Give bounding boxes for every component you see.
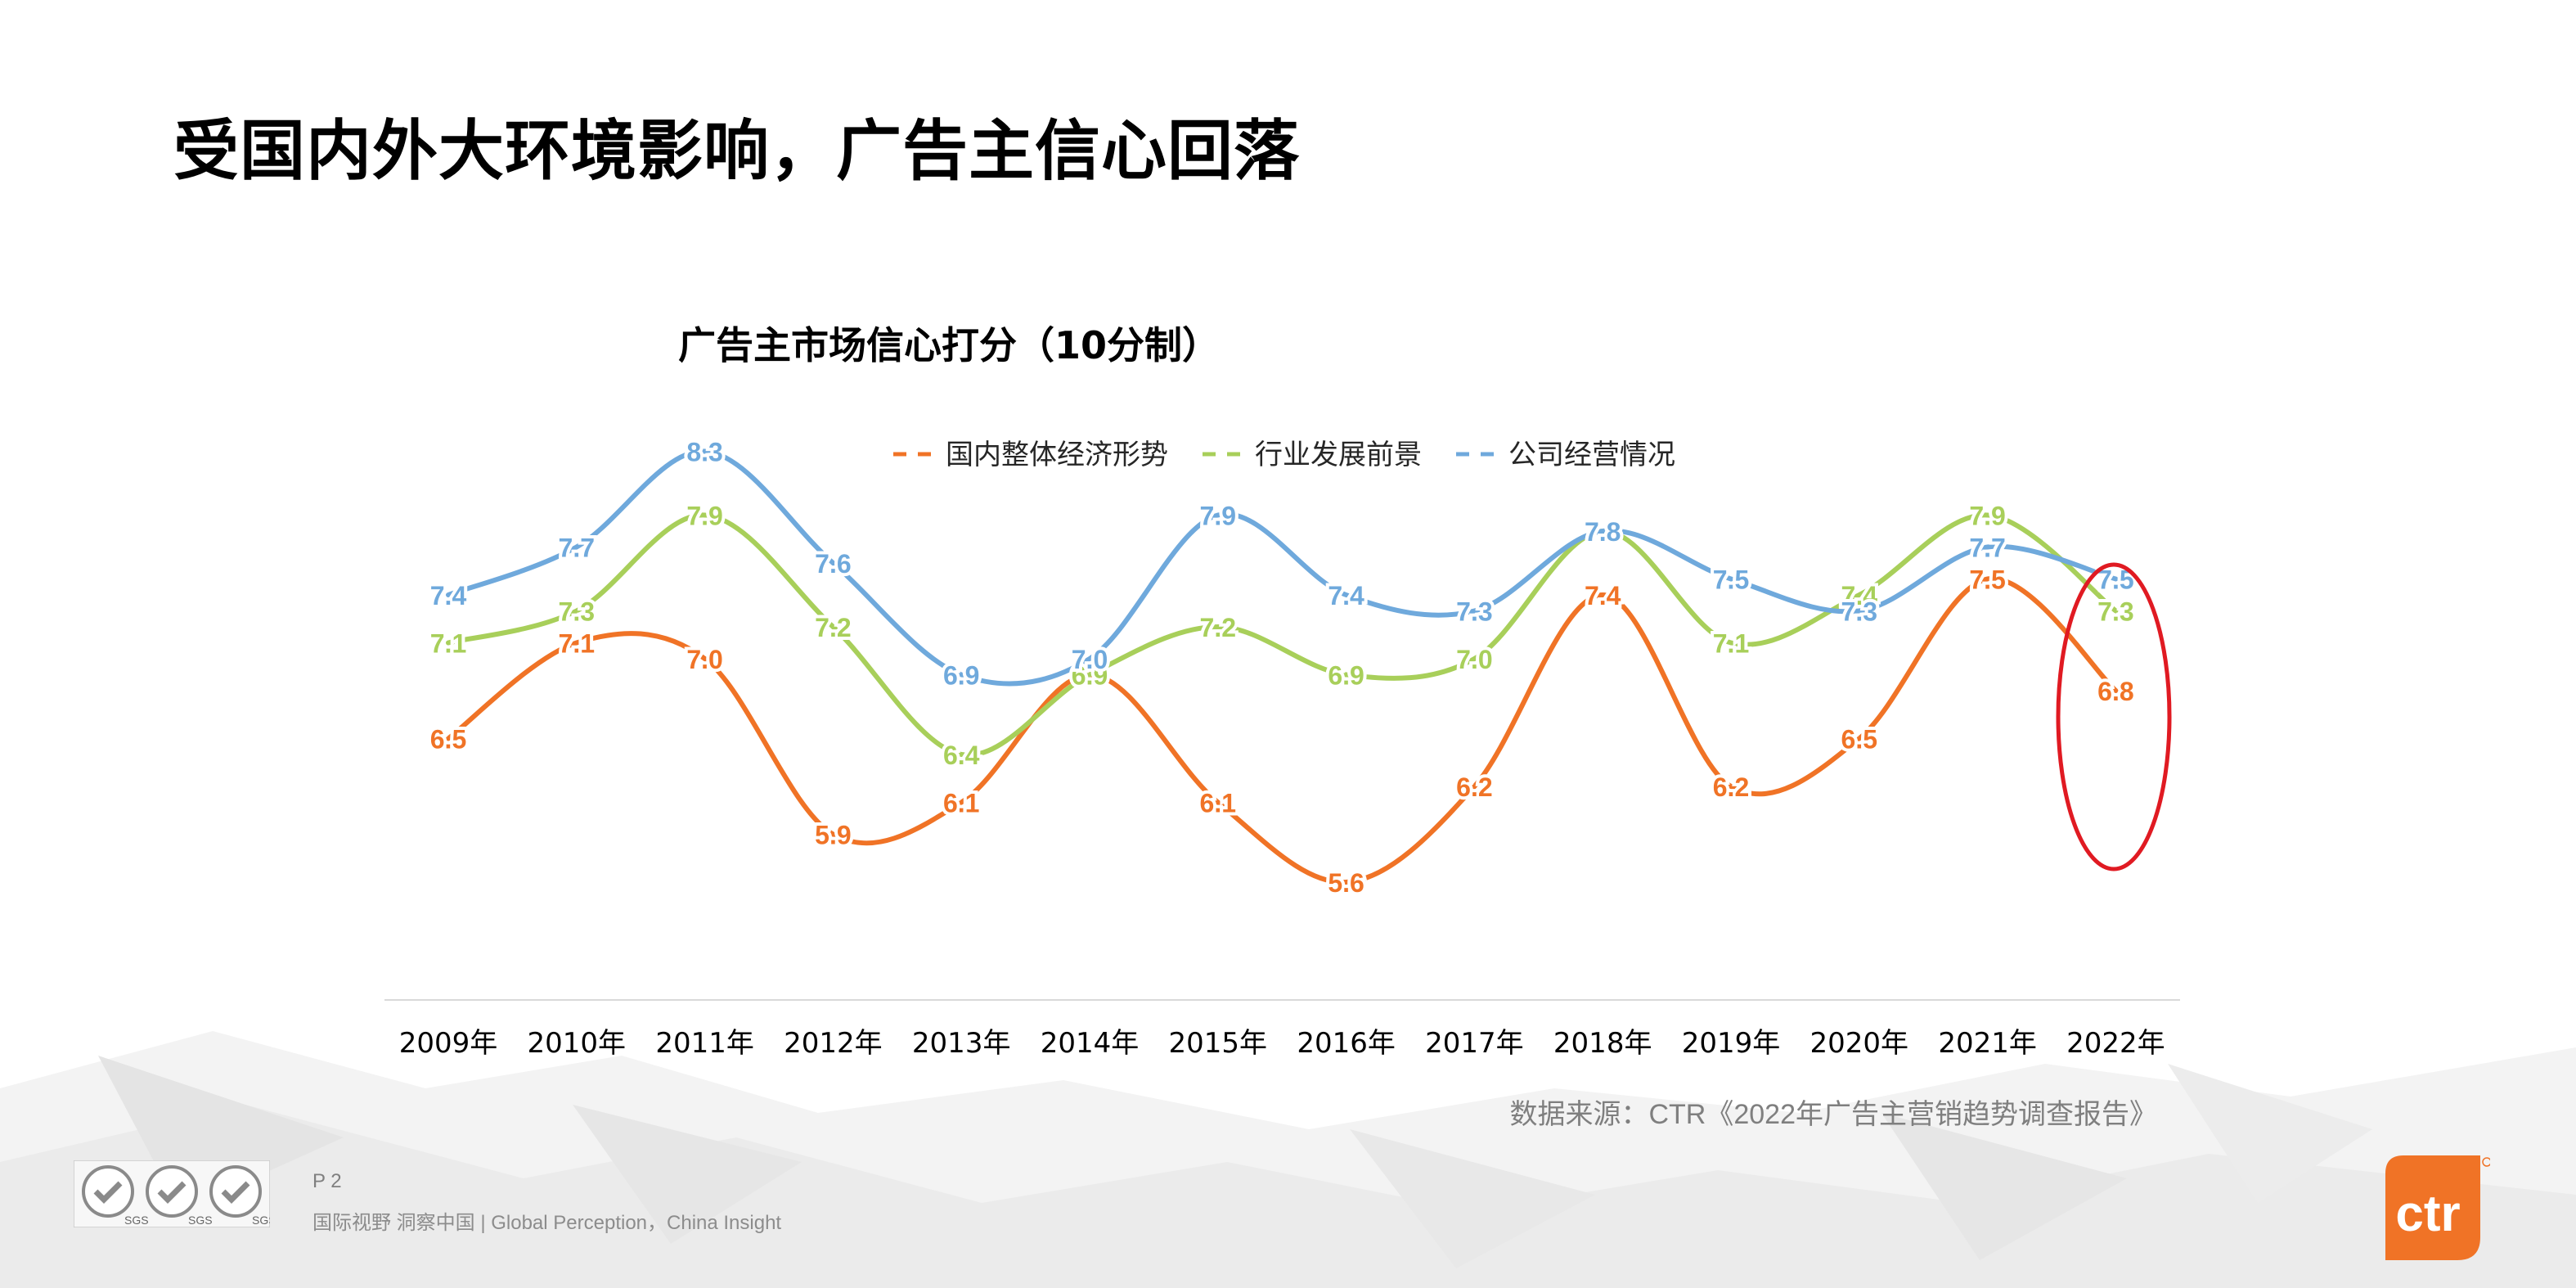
x-tick-label: 2012年 xyxy=(784,1027,883,1060)
series-line xyxy=(446,512,2119,758)
data-label: 7.2 xyxy=(815,613,851,642)
svg-text:ctr: ctr xyxy=(2395,1186,2460,1242)
x-tick-label: 2020年 xyxy=(1810,1027,1909,1060)
x-tick-label: 2022年 xyxy=(2066,1027,2165,1060)
data-label: 6.1 xyxy=(943,789,979,818)
svg-text:SGS: SGS xyxy=(124,1214,149,1227)
seal-icon: SGS xyxy=(82,1165,149,1227)
data-label: 7.0 xyxy=(1456,645,1492,674)
page-number: P 2 xyxy=(312,1170,342,1192)
data-label: 7.3 xyxy=(1456,597,1492,627)
svg-text:SGS: SGS xyxy=(252,1214,270,1227)
legend-item: 国内整体经济形势 xyxy=(893,439,1168,471)
legend-label: 公司经营情况 xyxy=(1508,439,1675,471)
data-label: 5.9 xyxy=(815,821,851,850)
chart-title: 广告主市场信心打分（10分制） xyxy=(678,323,1220,367)
data-label: 7.4 xyxy=(1841,581,1878,610)
series-line xyxy=(446,576,2119,885)
series-lines xyxy=(446,448,2119,885)
ctr-logo: ctr xyxy=(2385,1155,2490,1260)
x-tick-label: 2010年 xyxy=(528,1027,627,1060)
data-label: 7.2 xyxy=(1200,613,1236,642)
legend-item: 行业发展前景 xyxy=(1203,439,1422,471)
data-labels: 6.5 7.1 7.0 5.9 6.1 6.1 5.6 6.2 7.4 6.2 6.5 7.5 6.8 7… xyxy=(427,435,2138,902)
x-tick-label: 2021年 xyxy=(1938,1027,2037,1060)
data-label: 7.1 xyxy=(1713,629,1749,659)
x-tick-label: 2011年 xyxy=(655,1027,754,1060)
data-label: 7.7 xyxy=(559,534,595,563)
x-tick-label: 2018年 xyxy=(1553,1027,1652,1060)
x-tick-label: 2009年 xyxy=(399,1027,498,1060)
x-tick-label: 2013年 xyxy=(912,1027,1011,1060)
data-label: 6.9 xyxy=(1328,661,1364,691)
x-tick-label: 2016年 xyxy=(1297,1027,1396,1060)
data-label: 7.4 xyxy=(1328,581,1364,610)
data-label: 6.1 xyxy=(1200,789,1236,818)
data-label: 6.8 xyxy=(2097,677,2133,706)
data-label: 6.9 xyxy=(1072,661,1108,691)
data-label: 7.7 xyxy=(1969,534,2005,563)
data-label: 7.3 xyxy=(1841,597,1877,627)
data-label: 7.0 xyxy=(686,645,722,674)
x-tick-label: 2015年 xyxy=(1169,1027,1268,1060)
page-title: 受国内外大环境影响，广告主信心回落 xyxy=(173,113,1300,189)
data-label: 6.5 xyxy=(430,725,466,754)
legend-label: 行业发展前景 xyxy=(1255,439,1422,471)
data-label: 6.9 xyxy=(943,661,979,691)
data-label: 7.6 xyxy=(815,549,851,579)
data-label: 7.8 xyxy=(1585,517,1621,547)
series-line xyxy=(446,448,2119,687)
data-source-note: 数据来源：CTR《2022年广告主营销趋势调查报告》 xyxy=(1509,1099,2157,1130)
data-label: 5.6 xyxy=(1328,868,1364,898)
data-label: 7.9 xyxy=(686,502,722,531)
sgs-certification-seals: SGS SGS SGS xyxy=(74,1160,270,1227)
x-tick-label: 2017年 xyxy=(1425,1027,1524,1060)
seal-icon: SGS xyxy=(209,1165,270,1227)
data-label: 8.3 xyxy=(686,438,722,467)
data-label: 7.5 xyxy=(1969,565,2005,595)
data-label: 7.4 xyxy=(430,581,467,610)
chart-legend: 国内整体经济形势 行业发展前景 公司经营情况 xyxy=(893,439,1675,471)
highlight-ellipse-2022 xyxy=(2056,562,2172,871)
data-label: 6.4 xyxy=(943,741,980,770)
svg-text:SGS: SGS xyxy=(188,1214,213,1227)
legend-item: 公司经营情况 xyxy=(1456,439,1675,471)
data-label: 6.2 xyxy=(1456,772,1492,802)
seal-icon: SGS xyxy=(146,1165,213,1227)
legend-label: 国内整体经济形势 xyxy=(946,439,1168,471)
data-label: 7.1 xyxy=(559,629,595,659)
x-tick-label: 2014年 xyxy=(1041,1027,1140,1060)
footer-tagline: 国际视野 洞察中国 | Global Perception，China Insi… xyxy=(312,1212,782,1234)
data-label: 7.9 xyxy=(1969,502,2005,531)
data-label: 7.8 xyxy=(1585,517,1621,547)
data-label: 7.5 xyxy=(1713,565,1749,595)
data-label: 7.3 xyxy=(559,597,595,627)
data-label: 7.4 xyxy=(1585,581,1621,610)
data-label: 7.1 xyxy=(430,629,466,659)
data-label: 7.3 xyxy=(2097,597,2133,627)
x-axis-ticks: 2009年 2010年 2011年 2012年 2013年 2014年 2015年 2016年… xyxy=(399,1027,2165,1060)
data-label: 7.9 xyxy=(1200,502,1236,531)
x-tick-label: 2019年 xyxy=(1682,1027,1781,1060)
data-label: 7.0 xyxy=(1072,645,1108,674)
data-label: 6.5 xyxy=(1841,725,1877,754)
data-label: 6.2 xyxy=(1713,772,1749,802)
